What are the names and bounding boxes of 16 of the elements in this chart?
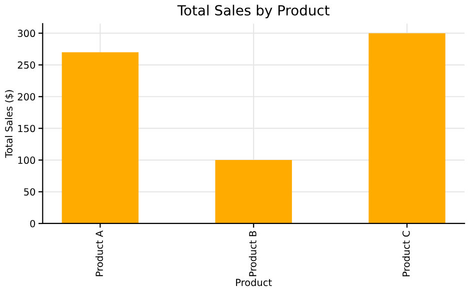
y-tick-label: 100 bbox=[18, 156, 36, 164]
y-tick-label: 0 bbox=[30, 220, 36, 228]
y-tick-label: 150 bbox=[18, 124, 36, 132]
bar bbox=[62, 52, 139, 224]
bar bbox=[215, 160, 292, 224]
y-axis-title: Total Sales ($) bbox=[4, 90, 14, 158]
y-tick-label: 300 bbox=[18, 30, 36, 38]
y-tick-label: 50 bbox=[24, 188, 36, 196]
bar bbox=[368, 33, 446, 224]
x-tick-label: Product C bbox=[402, 230, 410, 276]
y-tick-label: 250 bbox=[18, 61, 36, 69]
x-tick-label: Product A bbox=[95, 230, 104, 276]
x-axis-title: Product bbox=[236, 278, 272, 286]
y-tick-label: 200 bbox=[18, 93, 36, 100]
x-tick-label: Product B bbox=[248, 231, 256, 276]
chart-title: Total Sales by Product bbox=[177, 4, 330, 18]
